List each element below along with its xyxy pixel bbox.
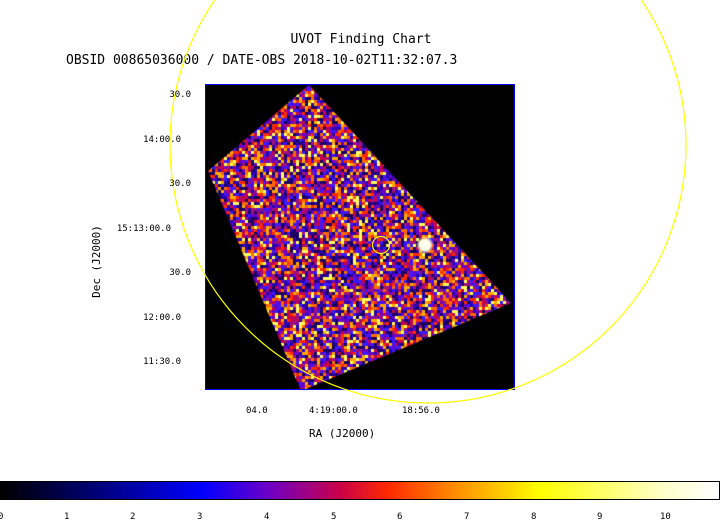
y-tick: 11:30.0: [143, 357, 181, 367]
colorbar-tick: 3: [197, 512, 203, 522]
chart-title: UVOT Finding Chart: [290, 32, 432, 47]
y-tick: 12:00.0: [143, 313, 181, 323]
colorbar-tick: 7: [464, 512, 470, 522]
colorbar-tick: 8: [531, 512, 537, 522]
y-tick: 30.0: [169, 90, 191, 100]
y-tick: 15:13:00.0: [116, 224, 171, 234]
y-tick: 30.0: [169, 268, 191, 278]
x-tick: 4:19:00.0: [309, 406, 358, 416]
chart-subtitle: OBSID 00865036000 / DATE-OBS 2018-10-02T…: [66, 53, 458, 68]
x-tick: 18:56.0: [402, 406, 440, 416]
image-plot[interactable]: [205, 84, 515, 390]
y-axis-label: Dec (J2000): [89, 225, 103, 298]
colorbar-tick: 9: [597, 512, 603, 522]
uvot-image: [206, 85, 514, 389]
colorbar-tick: 4: [264, 512, 270, 522]
colorbar-tick: 10: [660, 512, 671, 522]
colorbar-tick: 0: [0, 512, 4, 522]
y-tick: 30.0: [169, 179, 191, 189]
x-tick: 04.0: [246, 406, 268, 416]
colorbar: [0, 481, 720, 500]
colorbar-tick: 6: [397, 512, 403, 522]
y-tick: 14:00.0: [143, 135, 181, 145]
colorbar-tick: 2: [130, 512, 136, 522]
x-axis-label: RA (J2000): [309, 427, 376, 440]
colorbar-tick: 1: [64, 512, 70, 522]
colorbar-tick: 5: [331, 512, 337, 522]
